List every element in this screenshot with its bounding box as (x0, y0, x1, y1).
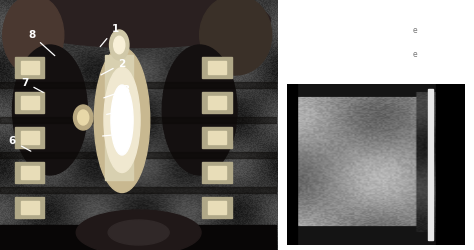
Ellipse shape (162, 45, 237, 175)
Text: e: e (412, 26, 417, 35)
Bar (208, 201, 226, 214)
Text: e: e (412, 50, 417, 59)
Bar (21, 166, 39, 179)
Bar (0, 152, 277, 158)
Ellipse shape (94, 48, 150, 193)
Ellipse shape (111, 85, 133, 155)
Bar (202, 92, 231, 113)
Bar (0, 187, 277, 193)
Bar (15, 92, 45, 113)
Text: 8: 8 (28, 30, 55, 56)
Ellipse shape (76, 210, 201, 250)
Bar (21, 131, 39, 144)
Bar (208, 166, 226, 179)
Bar (208, 131, 226, 144)
Ellipse shape (109, 30, 129, 60)
Ellipse shape (114, 36, 125, 54)
Ellipse shape (78, 110, 89, 125)
Ellipse shape (3, 0, 64, 75)
Bar (21, 61, 39, 74)
Ellipse shape (108, 220, 169, 245)
Ellipse shape (200, 0, 272, 75)
Text: 7: 7 (21, 78, 43, 92)
Ellipse shape (12, 45, 87, 175)
Text: 5: 5 (102, 129, 130, 139)
Bar (202, 127, 231, 148)
Text: 3: 3 (104, 85, 130, 98)
Bar (202, 57, 231, 78)
Bar (0, 225, 277, 250)
Text: 4: 4 (107, 105, 130, 115)
Text: 6: 6 (9, 136, 31, 151)
Bar (428, 88, 432, 240)
Bar (208, 96, 226, 109)
Bar (202, 162, 231, 183)
Bar (15, 162, 45, 183)
Bar (21, 96, 39, 109)
Bar (202, 197, 231, 218)
Text: 1: 1 (100, 24, 118, 46)
Bar (105, 55, 133, 180)
Ellipse shape (7, 0, 270, 48)
Bar (15, 197, 45, 218)
Bar (287, 84, 298, 245)
Bar (15, 127, 45, 148)
Bar (15, 57, 45, 78)
Bar (208, 61, 226, 74)
Ellipse shape (104, 68, 140, 172)
Bar (0, 117, 277, 123)
Ellipse shape (73, 105, 93, 130)
Bar (436, 84, 465, 245)
Text: 2: 2 (101, 59, 126, 75)
Bar (0, 82, 277, 88)
Bar (21, 201, 39, 214)
